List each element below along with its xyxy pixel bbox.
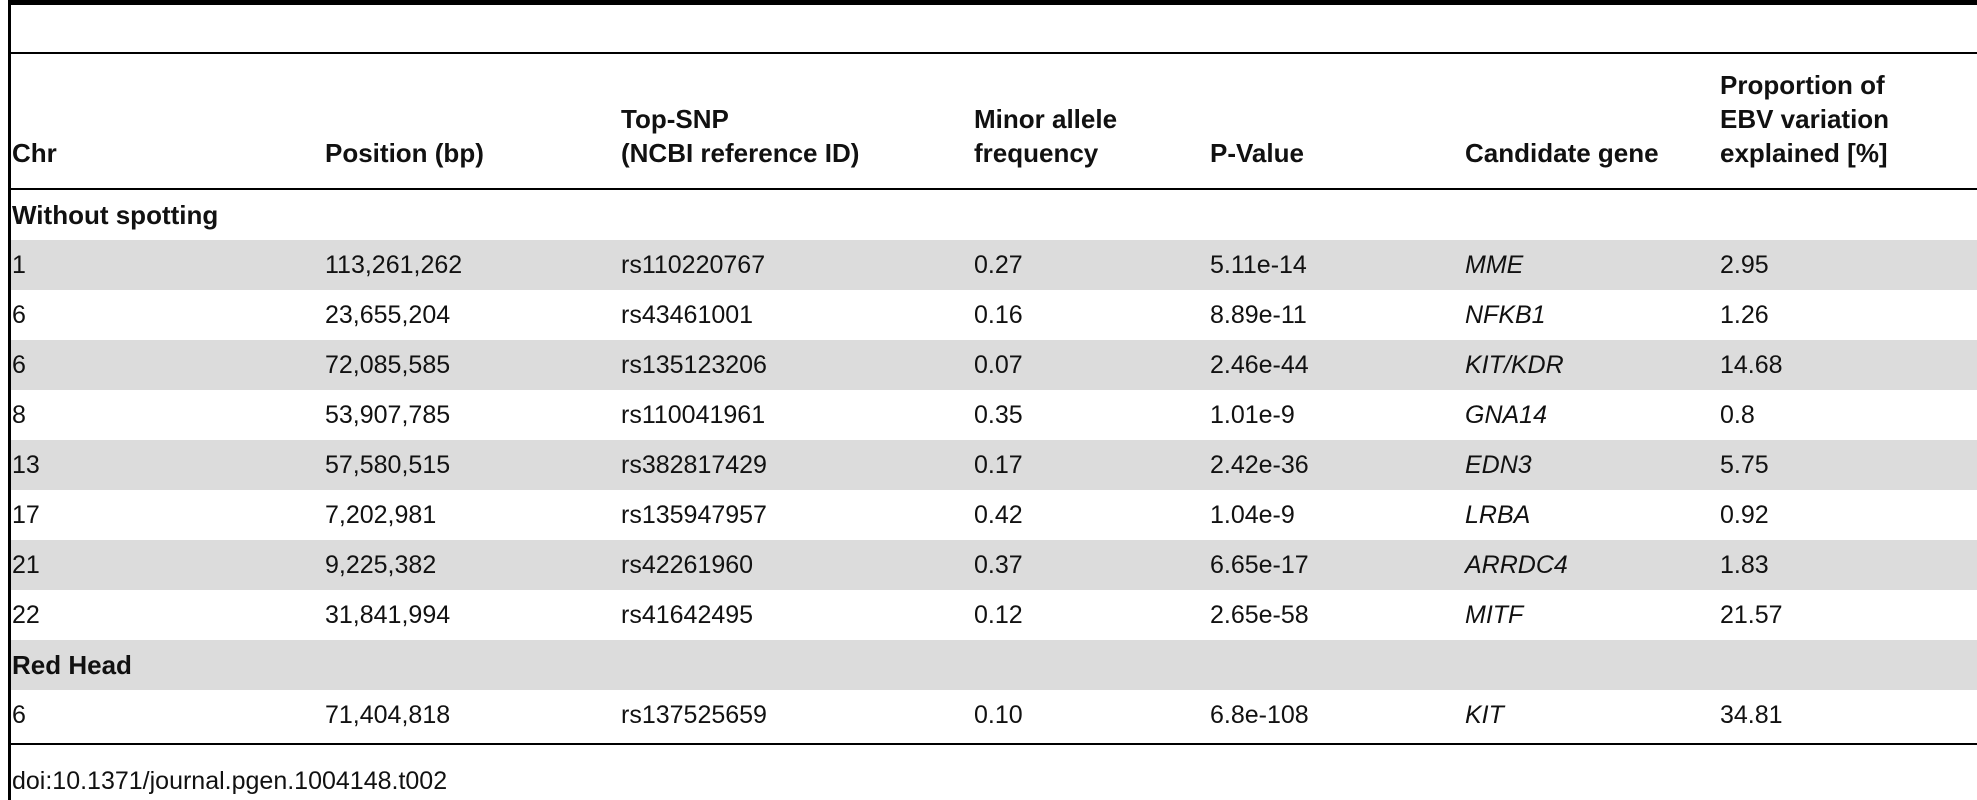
table-row: 21 9,225,382 rs42261960 0.37 6.65e-17 ARRDC4 1…	[11, 540, 1977, 590]
cell-candidate-gene: KIT	[1465, 701, 1504, 729]
cell-position: 23,655,204	[325, 301, 451, 329]
table-row: 6 23,655,204 rs43461001 0.16 8.89e-11 NFKB1 1.…	[11, 290, 1977, 340]
cell-minor-allele-frequency: 0.27	[974, 251, 1023, 279]
header-bottom-rule	[11, 188, 1977, 190]
table-header: Chr Position (bp) Top-SNP (NCBI referenc…	[11, 54, 1977, 188]
cell-candidate-gene: EDN3	[1465, 451, 1532, 479]
cell-p-value: 1.01e-9	[1210, 401, 1295, 429]
cell-top-snp: rs137525659	[621, 701, 767, 729]
cell-position: 71,404,818	[325, 701, 451, 729]
cell-position: 72,085,585	[325, 351, 451, 379]
cell-proportion-explained: 1.26	[1720, 301, 1769, 329]
cell-position: 113,261,262	[325, 251, 463, 279]
cell-proportion-explained: 21.57	[1720, 601, 1783, 629]
header-top-rule	[11, 52, 1977, 54]
doi-caption: doi:10.1371/journal.pgen.1004148.t002	[12, 767, 448, 795]
cell-top-snp: rs382817429	[621, 451, 767, 479]
cell-position: 7,202,981	[325, 501, 437, 529]
cell-top-snp: rs135947957	[621, 501, 767, 529]
cell-candidate-gene: LRBA	[1465, 501, 1531, 529]
top-border-rule	[8, 0, 1977, 5]
header-proportion-explained: Proportion of EBV variation explained [%…	[1720, 70, 1890, 168]
cell-position: 9,225,382	[325, 551, 437, 579]
cell-minor-allele-frequency: 0.16	[974, 301, 1023, 329]
cell-proportion-explained: 5.75	[1720, 451, 1769, 479]
cell-position: 57,580,515	[325, 451, 451, 479]
cell-top-snp: rs41642495	[621, 601, 754, 629]
cell-top-snp: rs42261960	[621, 551, 754, 579]
cell-minor-allele-frequency: 0.12	[974, 601, 1023, 629]
cell-chr: 6	[12, 301, 26, 329]
cell-candidate-gene: GNA14	[1465, 401, 1547, 429]
cell-position: 31,841,994	[325, 601, 451, 629]
cell-chr: 13	[12, 451, 40, 479]
cell-proportion-explained: 1.83	[1720, 551, 1769, 579]
cell-p-value: 1.04e-9	[1210, 501, 1295, 529]
left-border-rule	[8, 0, 11, 800]
cell-p-value: 5.11e-14	[1210, 251, 1307, 279]
cell-position: 53,907,785	[325, 401, 451, 429]
cell-proportion-explained: 2.95	[1720, 251, 1769, 279]
section-label: Red Head	[12, 650, 132, 680]
cell-p-value: 2.65e-58	[1210, 601, 1309, 629]
table-row: 6 71,404,818 rs137525659 0.10 6.8e-108 KIT 34.…	[11, 690, 1977, 740]
cell-top-snp: rs110220767	[621, 251, 766, 279]
cell-minor-allele-frequency: 0.07	[974, 351, 1023, 379]
cell-candidate-gene: MITF	[1465, 601, 1524, 629]
header-chr: Chr	[12, 138, 57, 168]
cell-top-snp: rs110041961	[621, 401, 766, 429]
cell-candidate-gene: ARRDC4	[1465, 551, 1568, 579]
table-row: 22 31,841,994 rs41642495 0.12 2.65e-58 MITF 21…	[11, 590, 1977, 640]
cell-proportion-explained: 0.92	[1720, 501, 1769, 529]
cell-p-value: 6.8e-108	[1210, 701, 1309, 729]
cell-top-snp: rs135123206	[621, 351, 767, 379]
header-minor-allele-frequency: Minor allele frequency	[974, 104, 1118, 168]
table-row: 1 113,261,262 rs110220767 0.27 5.11e-14 MME 2.…	[11, 240, 1977, 290]
table-body: Without spotting 1 113,261,262 rs110220767 0…	[11, 190, 1977, 740]
cell-chr: 22	[12, 601, 40, 629]
section-label: Without spotting	[12, 200, 219, 230]
cell-p-value: 8.89e-11	[1210, 301, 1307, 329]
cell-proportion-explained: 34.81	[1720, 701, 1783, 729]
cell-chr: 17	[12, 501, 40, 529]
cell-chr: 6	[12, 351, 26, 379]
cell-chr: 6	[12, 701, 26, 729]
cell-proportion-explained: 14.68	[1720, 351, 1783, 379]
header-p-value: P-Value	[1210, 138, 1304, 168]
cell-candidate-gene: NFKB1	[1465, 301, 1546, 329]
cell-minor-allele-frequency: 0.42	[974, 501, 1023, 529]
cell-candidate-gene: MME	[1465, 251, 1524, 279]
section-header-row: Red Head	[11, 640, 1977, 690]
cell-candidate-gene: KIT/KDR	[1465, 351, 1564, 379]
cell-top-snp: rs43461001	[621, 301, 754, 329]
cell-p-value: 2.42e-36	[1210, 451, 1309, 479]
cell-proportion-explained: 0.8	[1720, 401, 1755, 429]
section-header-row: Without spotting	[11, 190, 1977, 240]
header-top-snp: Top-SNP (NCBI reference ID)	[621, 104, 860, 168]
header-position: Position (bp)	[325, 138, 484, 168]
table-row: 6 72,085,585 rs135123206 0.07 2.46e-44 KIT/KD…	[11, 340, 1977, 390]
table-row: 8 53,907,785 rs110041961 0.35 1.01e-9 GNA14 0.…	[11, 390, 1977, 440]
cell-minor-allele-frequency: 0.35	[974, 401, 1023, 429]
cell-minor-allele-frequency: 0.10	[974, 701, 1023, 729]
cell-p-value: 6.65e-17	[1210, 551, 1309, 579]
table-row: 17 7,202,981 rs135947957 0.42 1.04e-9 LRBA 0.9…	[11, 490, 1977, 540]
cell-p-value: 2.46e-44	[1210, 351, 1309, 379]
header-candidate-gene: Candidate gene	[1465, 138, 1659, 168]
table-bottom-rule	[11, 743, 1977, 745]
cell-chr: 8	[12, 401, 26, 429]
cell-minor-allele-frequency: 0.37	[974, 551, 1023, 579]
cell-chr: 1	[12, 251, 26, 279]
cell-minor-allele-frequency: 0.17	[974, 451, 1023, 479]
table-row: 13 57,580,515 rs382817429 0.17 2.42e-36 EDN3 5…	[11, 440, 1977, 490]
cell-chr: 21	[12, 551, 40, 579]
